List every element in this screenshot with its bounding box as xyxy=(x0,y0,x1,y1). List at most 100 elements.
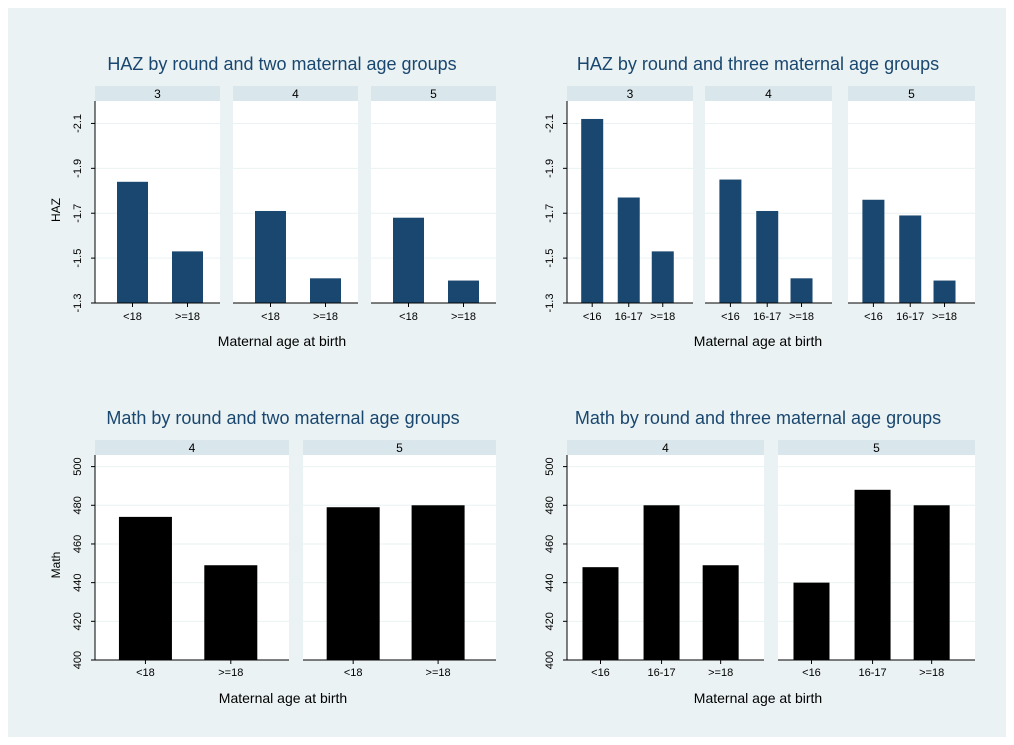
panel-3: 3 <18 >=18 -1.3 -1.5 -1.7 -1.9 -2.1 xyxy=(72,86,220,323)
bar->=18 xyxy=(933,280,956,303)
x-tick-label: 16-17 xyxy=(753,311,781,323)
y-tick-label: -1.3 xyxy=(72,294,84,313)
panel-5: 5 <18 >=18 xyxy=(371,86,496,323)
y-tick-label: 420 xyxy=(72,612,84,630)
x-tick-label: >=18 xyxy=(175,311,200,323)
x-tick-label: <16 xyxy=(802,667,821,679)
panel-5: 5 <18 >=18 xyxy=(303,440,496,679)
panel-3: 3 <16 16-17 >=18 -1.3 -1.5 -1.7 -1.9 -2.1 xyxy=(544,86,693,323)
bar-<16 xyxy=(582,567,619,660)
x-axis-label: Maternal age at birth xyxy=(218,333,346,349)
panel-4: 4 <18 >=18 xyxy=(233,86,358,323)
bar-<18 xyxy=(393,217,424,303)
panel-label: 4 xyxy=(765,87,772,101)
x-tick-label: <18 xyxy=(399,311,418,323)
plot-area xyxy=(233,101,358,303)
panel-strip xyxy=(567,86,693,101)
bar->=18 xyxy=(310,278,341,303)
y-tick-label: 400 xyxy=(544,651,556,669)
panel-label: 4 xyxy=(292,87,299,101)
chart-title: Math by round and three maternal age gro… xyxy=(575,408,941,428)
y-tick-label: 480 xyxy=(544,496,556,514)
x-tick-label: >=18 xyxy=(789,311,814,323)
panel-label: 5 xyxy=(908,87,915,101)
x-tick-label: 16-17 xyxy=(896,311,924,323)
x-tick-label: <16 xyxy=(583,311,602,323)
y-tick-label: 460 xyxy=(544,535,556,553)
y-tick-label: -1.5 xyxy=(544,249,556,268)
y-tick-label: -1.9 xyxy=(72,159,84,178)
panel-strip xyxy=(95,86,220,101)
y-tick-label: 400 xyxy=(72,651,84,669)
panel-strip xyxy=(567,440,764,455)
bar->=18 xyxy=(702,565,739,660)
x-tick-label: >=18 xyxy=(708,667,733,679)
y-tick-label: -2.1 xyxy=(72,114,84,133)
x-tick-label: >=18 xyxy=(919,667,944,679)
bar-16-17 xyxy=(617,197,640,303)
panel-label: 5 xyxy=(873,441,880,455)
y-axis-label: Math xyxy=(49,552,63,579)
y-tick-label: -1.3 xyxy=(544,294,556,313)
y-tick-label: -1.9 xyxy=(544,159,556,178)
bar-16-17 xyxy=(643,505,680,660)
panel-label: 5 xyxy=(396,441,403,455)
y-tick-label: -1.7 xyxy=(544,204,556,223)
x-tick-label: 16-17 xyxy=(647,667,675,679)
y-tick-label: 420 xyxy=(544,612,556,630)
x-tick-label: <18 xyxy=(136,667,155,679)
panel-label: 3 xyxy=(627,87,634,101)
panel-4: 4 <16 16-17 >=18 xyxy=(705,86,832,323)
x-tick-label: >=18 xyxy=(650,311,675,323)
y-tick-label: -1.7 xyxy=(72,204,84,223)
chart-title: HAZ by round and two maternal age groups xyxy=(107,54,456,74)
x-tick-label: <16 xyxy=(591,667,610,679)
bar->=18 xyxy=(651,251,674,303)
x-tick-label: 16-17 xyxy=(858,667,886,679)
bar->=18 xyxy=(411,505,465,660)
bar-<18 xyxy=(255,210,286,303)
x-tick-label: 16-17 xyxy=(615,311,643,323)
x-tick-label: >=18 xyxy=(218,667,243,679)
panel-4: 4 <18 >=18 400 420 440 460 480 500 xyxy=(72,440,289,679)
chart-4: Math by round and three maternal age gro… xyxy=(544,408,975,706)
panel-strip xyxy=(303,440,496,455)
plot-area xyxy=(371,101,496,303)
panel-label: 3 xyxy=(154,87,161,101)
y-tick-label: 460 xyxy=(72,535,84,553)
panel-strip xyxy=(778,440,975,455)
panel-label: 4 xyxy=(189,441,196,455)
bar-16-17 xyxy=(854,489,891,660)
x-tick-label: <18 xyxy=(123,311,142,323)
bar-16-17 xyxy=(756,210,779,303)
bar-<16 xyxy=(793,582,830,660)
panel-4: 4 <16 16-17 >=18 400 420 440 460 480 500 xyxy=(544,440,764,679)
chart-2: HAZ by round and three maternal age grou… xyxy=(544,54,975,349)
chart-3: Math by round and two maternal age group… xyxy=(49,408,496,706)
bar->=18 xyxy=(204,565,258,660)
panel-label: 4 xyxy=(662,441,669,455)
x-tick-label: >=18 xyxy=(932,311,957,323)
bar-<16 xyxy=(719,179,742,303)
panel-5: 5 <16 16-17 >=18 xyxy=(848,86,975,323)
x-axis-label: Maternal age at birth xyxy=(694,690,822,706)
panel-strip xyxy=(233,86,358,101)
x-axis-label: Maternal age at birth xyxy=(219,690,347,706)
bar-16-17 xyxy=(899,215,922,303)
x-tick-label: <16 xyxy=(721,311,740,323)
x-tick-label: <18 xyxy=(261,311,280,323)
y-tick-label: 440 xyxy=(544,573,556,591)
bar->=18 xyxy=(913,505,950,660)
bar->=18 xyxy=(448,280,479,303)
x-tick-label: <18 xyxy=(344,667,363,679)
x-tick-label: >=18 xyxy=(426,667,451,679)
y-tick-label: 500 xyxy=(72,457,84,475)
y-tick-label: 480 xyxy=(72,496,84,514)
y-tick-label: 440 xyxy=(72,573,84,591)
y-tick-label: -2.1 xyxy=(544,114,556,133)
panel-strip xyxy=(95,440,289,455)
panel-strip xyxy=(848,86,975,101)
y-axis-label: HAZ xyxy=(49,198,63,222)
bar-<16 xyxy=(862,199,885,303)
